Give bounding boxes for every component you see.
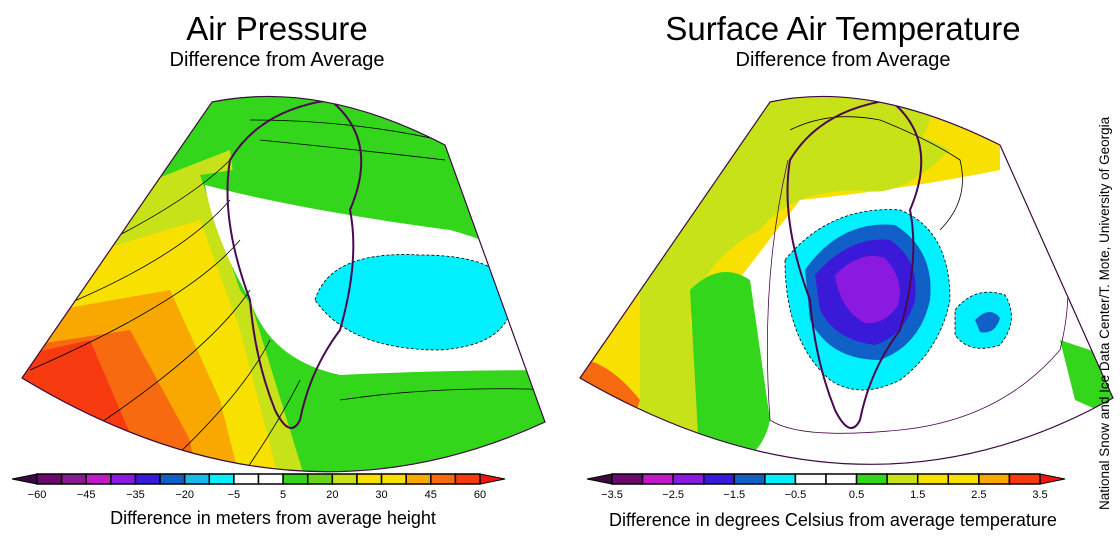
colorbar-tick-label: −45	[77, 489, 96, 501]
colorbar-tick-label: 45	[425, 489, 437, 501]
colorbar-box	[886, 473, 919, 485]
colorbar-box	[85, 473, 112, 485]
colorbar-box	[1008, 473, 1041, 485]
colorbar-box	[134, 473, 161, 485]
colorbar-box	[306, 473, 334, 485]
colorbar-tick-label: −0.5	[785, 489, 807, 501]
colorbar-box	[825, 473, 858, 485]
colorbar-tick-label: −60	[28, 489, 47, 501]
colorbar-box	[794, 473, 827, 485]
colorbar-tick-label: −3.5	[601, 489, 623, 501]
colorbar-box	[208, 473, 235, 485]
left-title: Air Pressure	[186, 10, 368, 47]
pressure-colorbar: −60 −45 −35 −20 −5 5 20 30 45 60	[11, 473, 506, 501]
colorbar-box	[356, 473, 383, 485]
colorbar-box	[331, 473, 358, 485]
right-colorbar-label: Difference in degrees Celsius from avera…	[609, 510, 1057, 530]
colorbar-box	[978, 473, 1011, 485]
right-title: Surface Air Temperature	[665, 10, 1021, 47]
colorbar-over-triangle	[479, 473, 506, 485]
colorbar-box	[233, 473, 260, 485]
colorbar-tick-label: 20	[326, 489, 338, 501]
colorbar-box	[380, 473, 407, 485]
colorbar-tick-label: −20	[175, 489, 194, 501]
colorbar-box	[257, 473, 284, 485]
colorbar-box	[733, 473, 766, 485]
colorbar-box	[641, 473, 674, 485]
colorbar-box	[36, 473, 63, 485]
colorbar-tick-label: −1.5	[723, 489, 745, 501]
colorbar-box	[183, 473, 211, 485]
colorbar-box	[159, 473, 186, 485]
temperature-colorbar: −3.5 −2.5 −1.5 −0.5 0.5 1.5 2.5 3.5	[586, 473, 1066, 501]
colorbar-box	[454, 473, 481, 485]
colorbar-box	[855, 473, 888, 485]
colorbar-tick-label: 1.5	[910, 489, 925, 501]
left-subtitle: Difference from Average	[169, 49, 385, 71]
colorbar-tick-label: 0.5	[849, 489, 864, 501]
colorbar-box	[702, 473, 736, 485]
colorbar-box	[947, 473, 980, 485]
colorbar-tick-label: 30	[375, 489, 387, 501]
colorbar-box	[611, 473, 644, 485]
colorbar-box	[764, 473, 797, 485]
colorbar-box	[110, 473, 137, 485]
colorbar-tick-label: −35	[126, 489, 145, 501]
credit-text: National Snow and Ice Data Center/T. Mot…	[1097, 116, 1112, 510]
colorbar-tick-label: −2.5	[662, 489, 684, 501]
colorbar-tick-label: 2.5	[971, 489, 986, 501]
colorbar-box	[282, 473, 309, 485]
colorbar-under-triangle	[11, 473, 38, 485]
colorbar-under-triangle	[586, 473, 613, 485]
right-subtitle: Difference from Average	[735, 49, 951, 71]
colorbar-over-triangle	[1039, 473, 1066, 485]
left-colorbar-label: Difference in meters from average height	[110, 508, 436, 528]
colorbar-box	[672, 473, 705, 485]
colorbar-tick-label: 5	[280, 489, 286, 501]
colorbar-tick-label: −5	[228, 489, 241, 501]
colorbar-box	[60, 473, 87, 485]
colorbar-tick-label: 60	[474, 489, 486, 501]
colorbar-tick-label: 3.5	[1032, 489, 1047, 501]
colorbar-box	[405, 473, 432, 485]
colorbar-box	[916, 473, 950, 485]
colorbar-box	[430, 473, 457, 485]
